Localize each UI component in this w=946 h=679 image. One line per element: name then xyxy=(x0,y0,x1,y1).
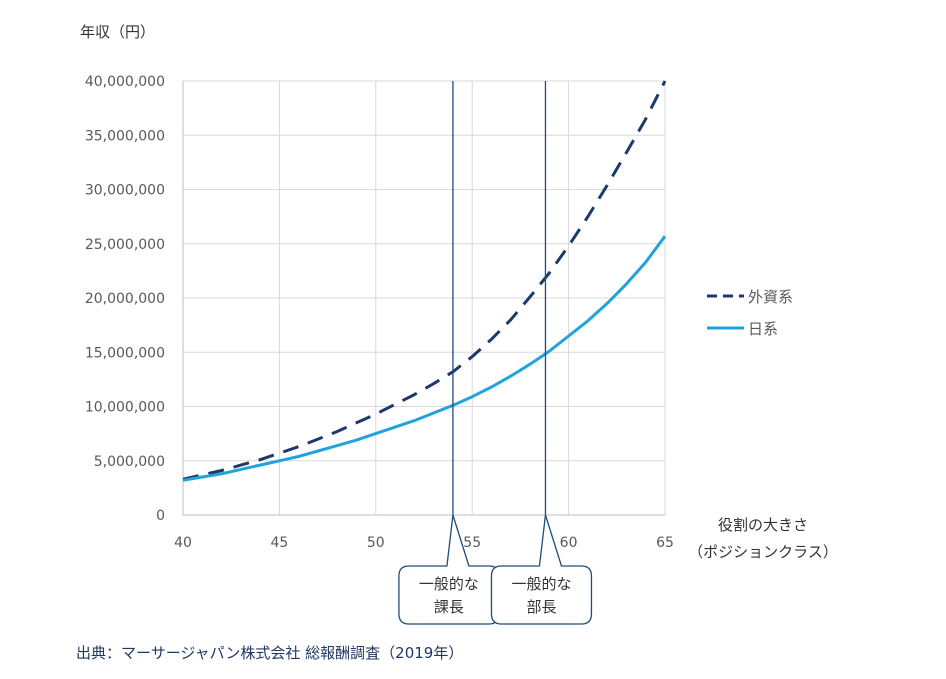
callout-box xyxy=(490,514,593,625)
y-tick-label: 0 xyxy=(156,508,165,524)
data-series xyxy=(182,80,667,482)
grid-lines xyxy=(183,80,666,515)
callout-label-line-2: 部長 xyxy=(526,598,556,616)
y-tick-label: 5,000,000 xyxy=(94,454,165,470)
x-tick-label: 60 xyxy=(560,535,578,551)
source-note: 出典：マーサージャパン株式会社 総報酬調査（2019年） xyxy=(76,644,464,662)
x-tick-label: 55 xyxy=(463,535,481,551)
x-tick-label: 40 xyxy=(174,535,192,551)
series-line-1 xyxy=(182,80,667,481)
y-tick-label: 25,000,000 xyxy=(85,237,165,253)
legend-label-2: 日系 xyxy=(748,320,778,338)
y-tick-label: 40,000,000 xyxy=(85,74,165,90)
x-axis-title-line-2: （ポジションクラス） xyxy=(688,543,838,561)
callout-label-line-1: 一般的な xyxy=(511,575,571,593)
y-tick-label: 30,000,000 xyxy=(85,183,165,199)
callout-label-line-2: 課長 xyxy=(434,598,464,616)
x-tick-label: 45 xyxy=(270,535,288,551)
y-tick-label: 15,000,000 xyxy=(85,345,165,361)
callout-label-line-1: 一般的な xyxy=(419,575,479,593)
legend-label-1: 外資系 xyxy=(748,288,793,306)
y-tick-label: 20,000,000 xyxy=(85,291,165,307)
y-axis-title: 年収（円） xyxy=(80,23,155,41)
axes xyxy=(182,81,665,516)
y-tick-label: 35,000,000 xyxy=(85,128,165,144)
position-markers xyxy=(452,81,547,515)
tick-labels: 0 5,000,000 10,000,000 15,000,000 20,000,000… xyxy=(80,23,838,561)
y-tick-label: 10,000,000 xyxy=(85,400,165,416)
series-line-2 xyxy=(182,235,667,482)
x-axis-title-line-1: 役割の大きさ xyxy=(718,516,808,534)
x-tick-label: 65 xyxy=(656,535,674,551)
x-tick-label: 50 xyxy=(367,535,385,551)
